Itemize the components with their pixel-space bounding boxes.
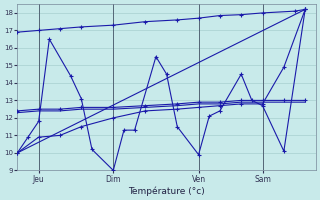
X-axis label: Température (°c): Température (°c) [128,186,205,196]
